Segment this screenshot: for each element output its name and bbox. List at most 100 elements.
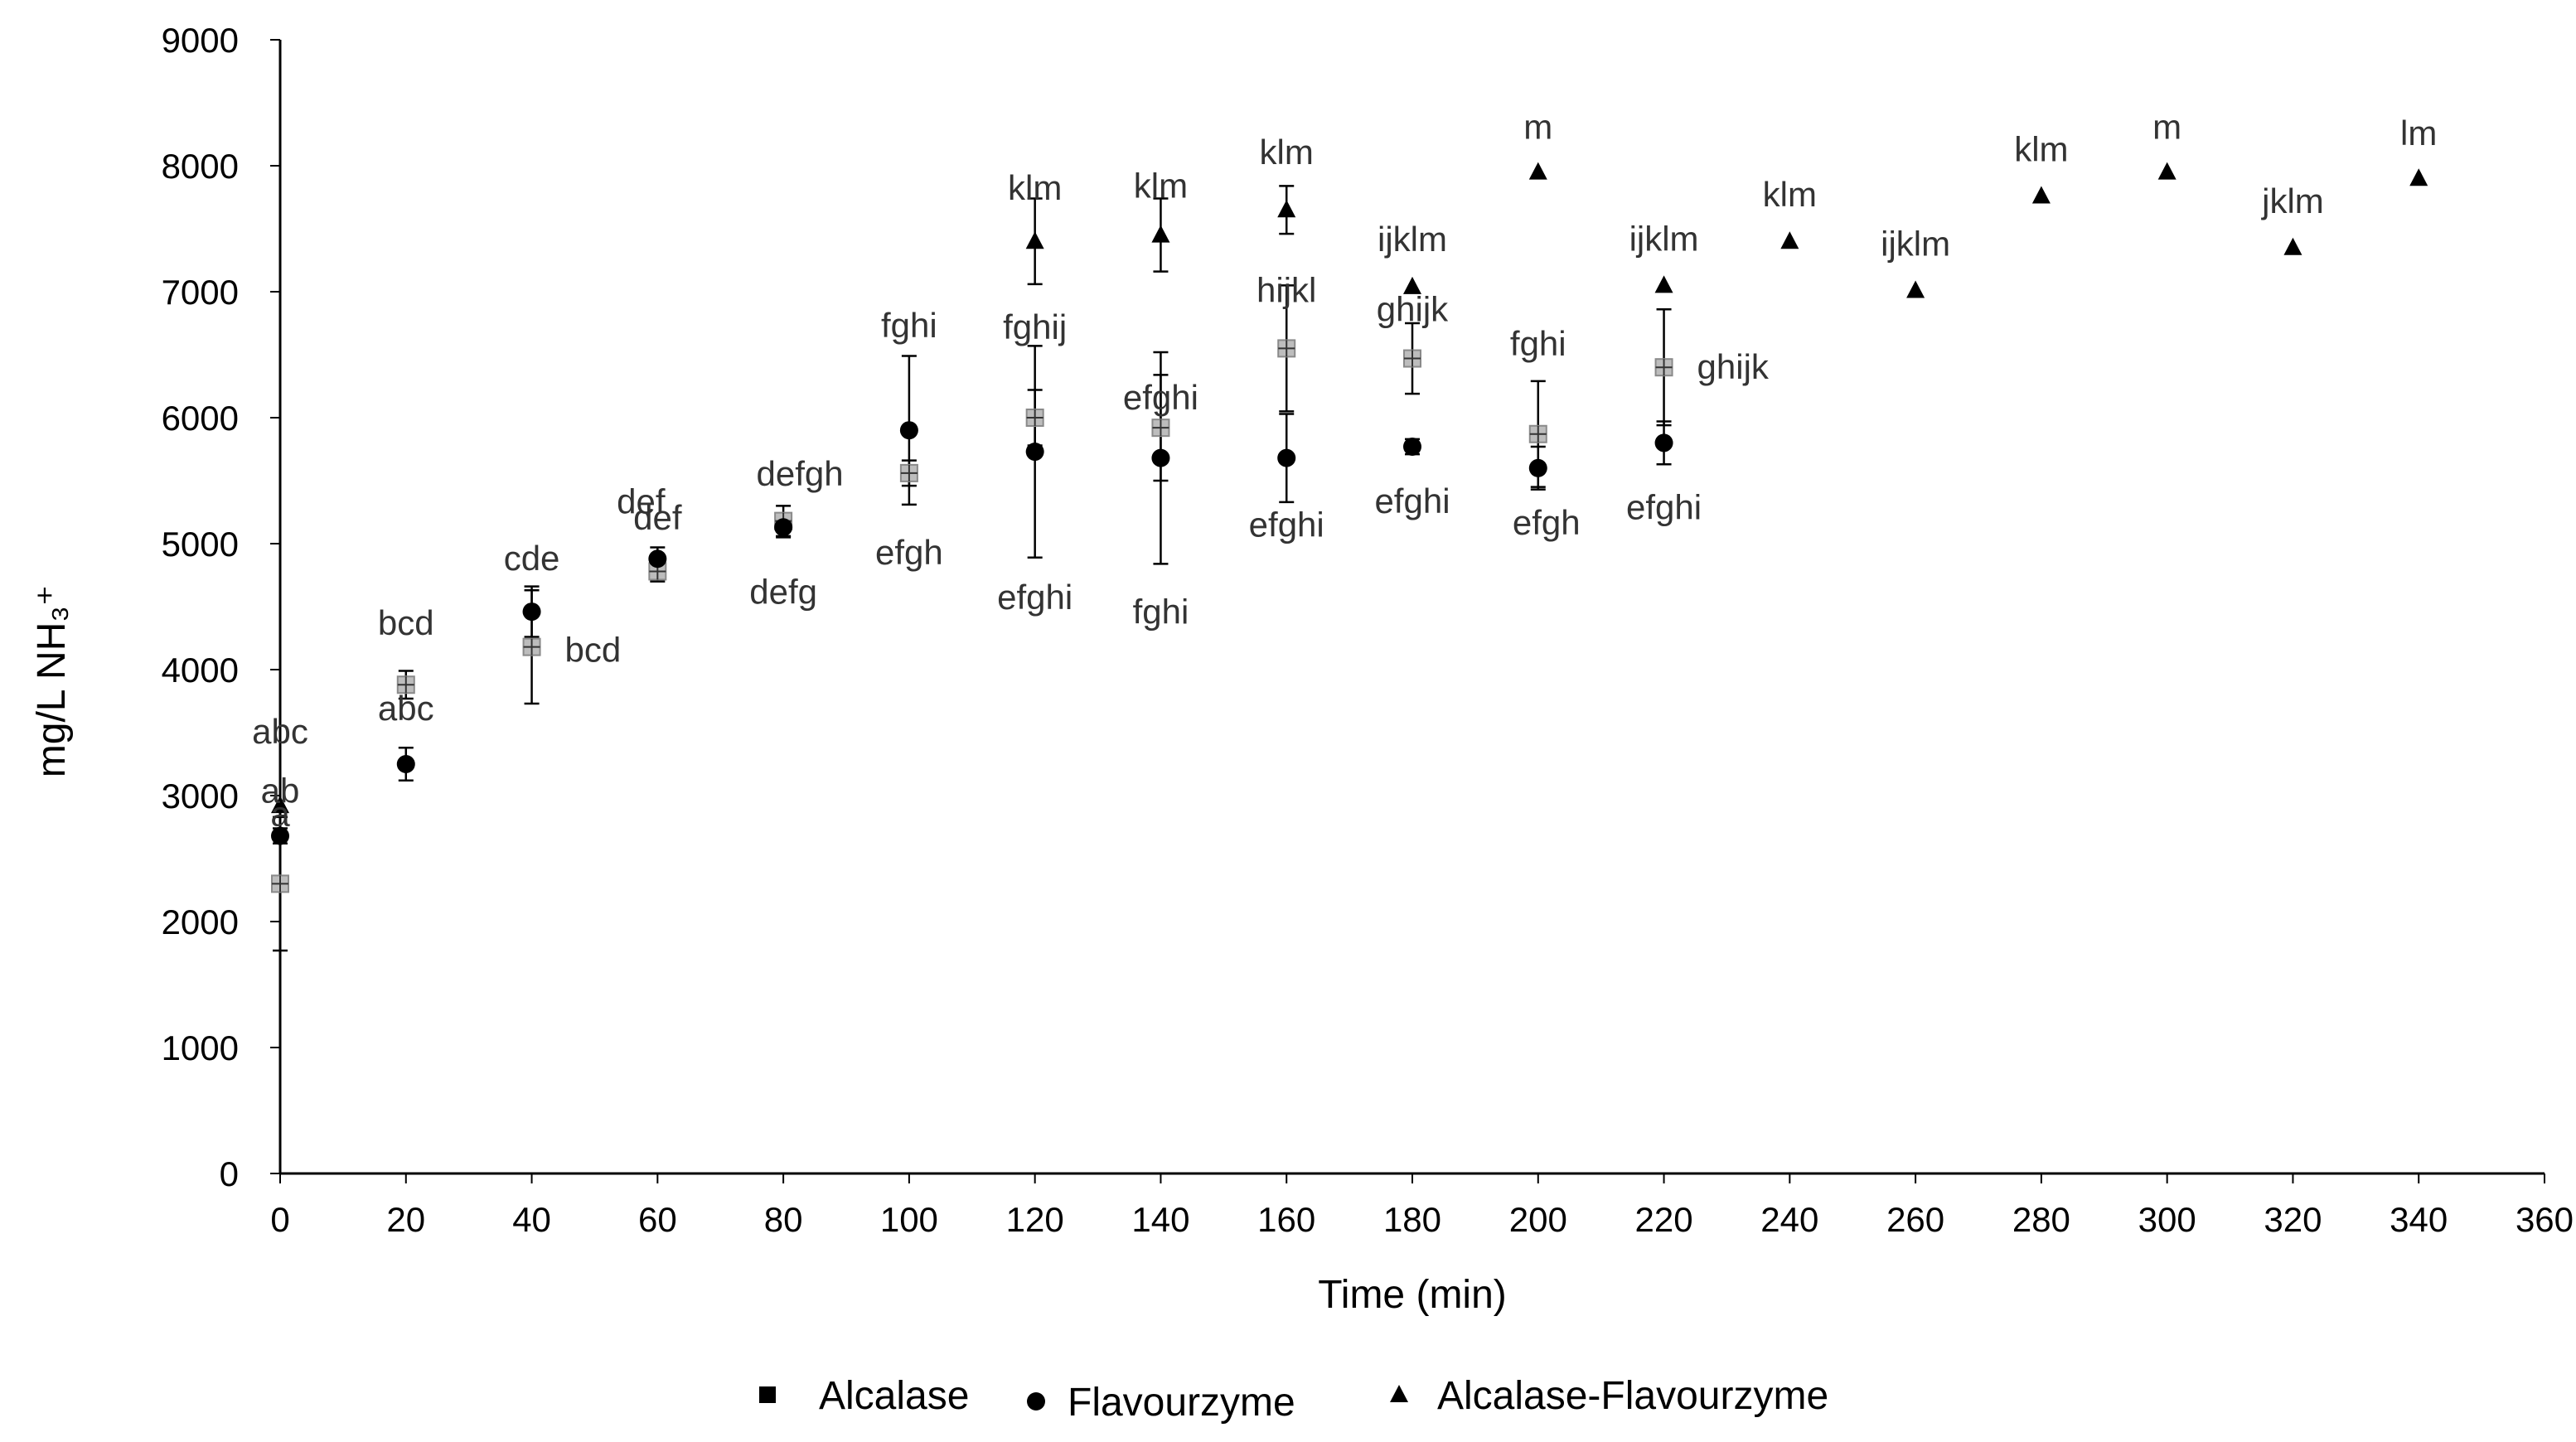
x-tick-label: 120: [1006, 1200, 1064, 1239]
significance-label: ijklm: [1378, 220, 1447, 259]
y-tick-label: 6000: [162, 399, 239, 438]
circle-point: [522, 602, 541, 622]
significance-label: klm: [1260, 133, 1314, 172]
legend: Alcalase Flavourzyme Alcalase-Flavourzyme: [759, 1374, 1828, 1425]
square-point: [1025, 409, 1044, 427]
legend-square-marker: [759, 1386, 776, 1403]
triangle-point: [1528, 162, 1547, 180]
significance-label: ghijk: [1377, 290, 1449, 329]
significance-label: ab: [261, 772, 300, 811]
triangle-point: [2409, 168, 2428, 186]
significance-label: defg: [749, 573, 817, 612]
x-tick-label: 20: [386, 1200, 425, 1239]
significance-label: fghi: [1133, 593, 1189, 631]
square-point: [1277, 339, 1296, 358]
marker-cross: [1529, 425, 1547, 443]
legend-label: Flavourzyme: [1068, 1381, 1295, 1425]
triangle-point: [1654, 275, 1673, 293]
triangle-point: [271, 796, 289, 814]
circle-point: [648, 549, 667, 569]
significance-label: abc: [252, 712, 308, 751]
circle-point: [1025, 443, 1044, 462]
significance-label: def: [617, 481, 666, 520]
x-tick-label: 140: [1131, 1200, 1189, 1239]
x-tick-label: 340: [2390, 1200, 2448, 1239]
significance-label: efghi: [997, 578, 1073, 617]
significance-label: klm: [2014, 129, 2068, 168]
legend-triangle-marker: [1390, 1385, 1408, 1402]
square-point: [522, 637, 541, 656]
significance-label: defgh: [757, 454, 844, 493]
x-tick-label: 80: [764, 1200, 803, 1239]
significance-label: cde: [504, 539, 560, 578]
y-tick-label: 9000: [162, 21, 239, 60]
circle-point: [1528, 458, 1547, 477]
x-axis-title: Time (min): [1318, 1273, 1507, 1317]
marker-cross: [1655, 359, 1673, 376]
circle-point: [774, 518, 793, 537]
y-tick-label: 0: [220, 1154, 239, 1193]
significance-label: bcd: [565, 631, 622, 670]
significance-label: hijkl: [1257, 270, 1316, 309]
significance-label: a: [270, 794, 290, 833]
square-point: [396, 675, 415, 694]
significance-label: efghi: [1123, 378, 1198, 417]
significance-label: efghi: [1374, 481, 1450, 520]
error-bars: [273, 185, 1672, 952]
marker-cross: [1404, 350, 1421, 367]
significance-label: klm: [1008, 168, 1062, 207]
significance-label: efghi: [1249, 506, 1324, 544]
significance-label: jklm: [2260, 181, 2324, 220]
significance-labels: a bcd bcd def defg efgh fghij efghi hijkl ghijk fg…: [252, 108, 2437, 834]
x-tick-label: 180: [1383, 1200, 1441, 1239]
circle-point: [1151, 448, 1170, 467]
x-tick-label: 300: [2138, 1200, 2196, 1239]
triangle-point: [1403, 276, 1421, 294]
marker-cross: [523, 638, 540, 656]
significance-label: efgh: [875, 533, 943, 572]
marker-cross: [1152, 419, 1169, 437]
y-tick-label: 7000: [162, 273, 239, 312]
marker-cross: [1278, 340, 1295, 357]
marker-cross: [397, 676, 414, 694]
y-tick-label: 4000: [162, 651, 239, 690]
significance-label: lm: [2400, 114, 2437, 152]
square-point: [1654, 358, 1673, 377]
significance-label: klm: [1763, 175, 1817, 214]
legend-circle-marker: [1027, 1392, 1045, 1411]
circle-point: [1654, 433, 1673, 452]
significance-label: ijklm: [1881, 224, 1950, 263]
circle-point: [271, 826, 289, 845]
y-tick-label: 1000: [162, 1028, 239, 1067]
marker-cross: [900, 464, 918, 481]
x-tick-label: 160: [1257, 1200, 1315, 1239]
significance-label: ijklm: [1629, 219, 1699, 258]
x-tick-label: 280: [2012, 1200, 2070, 1239]
square-point: [271, 874, 289, 893]
x-tick-label: 40: [512, 1200, 551, 1239]
significance-label: ghijk: [1697, 347, 1770, 386]
significance-label: abc: [378, 689, 434, 728]
significance-label: efgh: [1513, 503, 1581, 542]
data-markers: [271, 162, 2428, 893]
y-axis-title: mg/L NH₃⁺: [30, 585, 74, 777]
circle-point: [1403, 437, 1421, 456]
significance-label: m: [2152, 108, 2181, 147]
legend-label: Alcalase: [819, 1374, 969, 1418]
x-tick-label: 260: [1886, 1200, 1944, 1239]
x-tick-label: 320: [2264, 1200, 2322, 1239]
legend-label: Alcalase-Flavourzyme: [1437, 1374, 1828, 1418]
triangle-point: [2157, 162, 2177, 180]
significance-label: fghi: [1510, 324, 1566, 363]
circle-point: [396, 755, 415, 773]
square-point: [1528, 424, 1547, 443]
triangle-point: [2283, 237, 2302, 255]
triangle-point: [1780, 231, 1799, 249]
y-tick-label: 3000: [162, 777, 239, 815]
triangle-point: [1151, 225, 1170, 243]
significance-label: m: [1523, 108, 1552, 147]
significance-label: fghi: [881, 306, 937, 345]
y-tick-label: 8000: [162, 147, 239, 186]
triangle-point: [1025, 231, 1044, 249]
